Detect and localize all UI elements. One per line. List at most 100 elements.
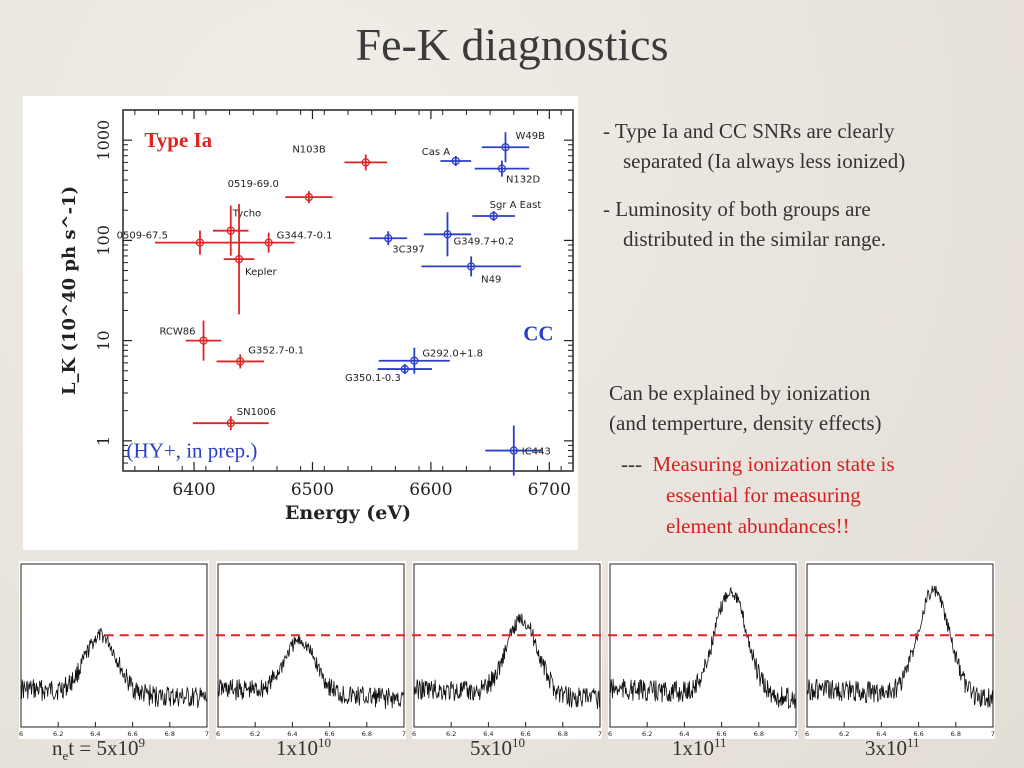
spectrum-x-tick-label: 6.8 <box>754 730 764 738</box>
point-label: G352.7-0.1 <box>248 345 304 356</box>
label-exponent: 9 <box>138 735 145 750</box>
conclusion-line-1: Measuring ionization state is <box>652 452 895 476</box>
data-point-tycho: Tycho <box>213 205 261 256</box>
spectrum-x-tick-label: 6.6 <box>716 730 726 738</box>
spectrum-x-tick-label: 6.4 <box>287 730 297 738</box>
spectrum-label-1: net = 5x109 <box>52 735 145 764</box>
point-label: Sgr A East <box>490 200 542 211</box>
point-label: G344.7-0.1 <box>277 231 333 242</box>
data-point-sgr-a-east: Sgr A East <box>472 200 542 222</box>
label-middle: t = 5x10 <box>68 736 139 760</box>
spectrum-x-tick-label: 6.6 <box>127 730 137 738</box>
point-label: Kepler <box>245 267 277 278</box>
point-label: IC443 <box>522 447 551 458</box>
data-marker <box>467 262 476 271</box>
spectrum-panel-4: 6 6.2 6.4 6.6 6.8 7 <box>608 561 798 739</box>
bullet-1-line-2: separated (Ia always less ionized) <box>623 149 906 173</box>
spectrum-svg: 6 6.2 6.4 6.6 6.8 7 <box>412 563 602 738</box>
conclusion-line-2: essential for measuring <box>666 483 861 507</box>
luminosity-energy-chart: 6400 6500 6600 6700 1 10 100 1000 Energy (eV) L_K… <box>23 96 578 550</box>
data-marker <box>384 234 393 243</box>
spectrum-svg: 6 6.2 6.4 6.6 6.8 7 <box>608 563 798 738</box>
spectrum-trace <box>806 585 994 708</box>
spectrum-panel-2: 6 6.2 6.4 6.6 6.8 7 <box>216 561 406 739</box>
spectrum-x-tick-label: 7 <box>794 730 798 738</box>
spectrum-panel-1: 6 6.2 6.4 6.6 6.8 7 <box>19 561 209 739</box>
label-exponent: 11 <box>714 735 727 750</box>
data-point-sn1006: SN1006 <box>192 407 276 431</box>
label-exponent: 10 <box>318 735 331 750</box>
y-tick-label: 1 <box>94 436 113 446</box>
point-label: Cas A <box>422 147 450 158</box>
spectrum-x-tick-label: 6.8 <box>362 730 372 738</box>
spectrum-frame <box>20 563 208 728</box>
plot-frame <box>122 109 574 472</box>
scatter-chart-svg: 6400 6500 6600 6700 1 10 100 1000 Energy (eV) L_K… <box>59 109 574 524</box>
point-label: 0509-67.5 <box>117 231 168 242</box>
spectrum-svg: 6 6.2 6.4 6.6 6.8 7 <box>805 563 995 738</box>
data-marker <box>199 336 208 345</box>
spectrum-x-tick-label: 6 <box>608 730 612 738</box>
bullet-2-line-1: - Luminosity of both groups are <box>603 197 871 221</box>
data-marker <box>234 254 244 264</box>
data-point-cas-a: Cas A <box>422 147 472 166</box>
label-subscript: e <box>62 748 69 764</box>
point-label: N103B <box>292 144 326 155</box>
y-axis-label: L_K (10^40 ph s^-1) <box>59 186 80 395</box>
spectrum-panel-3: 6 6.2 6.4 6.6 6.8 7 <box>412 561 602 739</box>
spectrum-x-tick-label: 6.6 <box>520 730 530 738</box>
label-base: 1x10 <box>672 736 714 760</box>
data-marker <box>410 356 419 365</box>
spectrum-x-tick-label: 6 <box>216 730 220 738</box>
data-marker <box>451 156 460 166</box>
spectrum-x-tick-label: 6.2 <box>839 730 849 738</box>
data-marker <box>264 238 273 247</box>
spectrum-x-tick-label: 6.2 <box>53 730 63 738</box>
spectrum-label-2: 1x1010 <box>276 735 331 761</box>
spectrum-x-tick-label: 6.4 <box>679 730 689 738</box>
data-point-ic443: IC443 <box>485 425 551 476</box>
spectrum-svg: 6 6.2 6.4 6.6 6.8 7 <box>19 563 209 738</box>
spectrum-svg: 6 6.2 6.4 6.6 6.8 7 <box>216 563 406 738</box>
bullet-1-line-1: - Type Ia and CC SNRs are clearly <box>603 119 895 143</box>
data-marker <box>195 238 205 247</box>
data-marker <box>400 364 409 374</box>
bullet-2-line-2: distributed in the similar range. <box>623 227 887 251</box>
point-label: 3C397 <box>392 244 424 255</box>
spectrum-x-tick-label: 6.6 <box>913 730 923 738</box>
spectrum-label-3: 5x1010 <box>470 735 525 761</box>
spectrum-x-tick-label: 7 <box>991 730 995 738</box>
data-marker <box>361 158 370 167</box>
spectrum-x-tick-label: 6 <box>19 730 23 738</box>
cc-annotation: CC <box>523 322 553 346</box>
data-point-n103b: N103B <box>292 144 388 171</box>
spectrum-x-tick-label: 6.4 <box>876 730 886 738</box>
spectrum-frame <box>217 563 405 728</box>
spectrum-x-tick-label: 6.2 <box>250 730 260 738</box>
explanation-line-2: (and temperture, density effects) <box>609 411 882 435</box>
bullet-separation: - Type Ia and CC SNRs are clearly separa… <box>603 116 905 176</box>
data-marker <box>497 164 507 173</box>
data-point-g350-1-0-3: G350.1-0.3 <box>345 364 433 384</box>
label-base: n <box>52 736 63 760</box>
point-label: RCW86 <box>159 327 195 338</box>
type-ia-annotation: Type Ia <box>144 128 212 152</box>
spectrum-x-tick-label: 6.4 <box>90 730 100 738</box>
data-marker <box>236 357 245 366</box>
conclusion-dash: --- <box>621 452 642 476</box>
point-label: 0519-69.0 <box>228 179 279 190</box>
spectrum-x-tick-label: 7 <box>402 730 406 738</box>
spectrum-x-tick-label: 6.8 <box>951 730 961 738</box>
point-label: Tycho <box>232 209 261 220</box>
spectrum-trace <box>217 634 405 709</box>
spectrum-frame <box>806 563 994 728</box>
label-base: 5x10 <box>470 736 512 760</box>
data-marker <box>443 230 452 239</box>
data-marker <box>501 143 510 152</box>
data-point-n49: N49 <box>421 256 521 285</box>
data-marker <box>489 211 498 221</box>
slide-title: Fe-K diagnostics <box>355 19 669 70</box>
data-point-g352-7-0-1: G352.7-0.1 <box>216 345 304 369</box>
data-point-0509-67-5: 0509-67.5 <box>117 230 245 255</box>
spectrum-x-tick-label: 7 <box>205 730 209 738</box>
